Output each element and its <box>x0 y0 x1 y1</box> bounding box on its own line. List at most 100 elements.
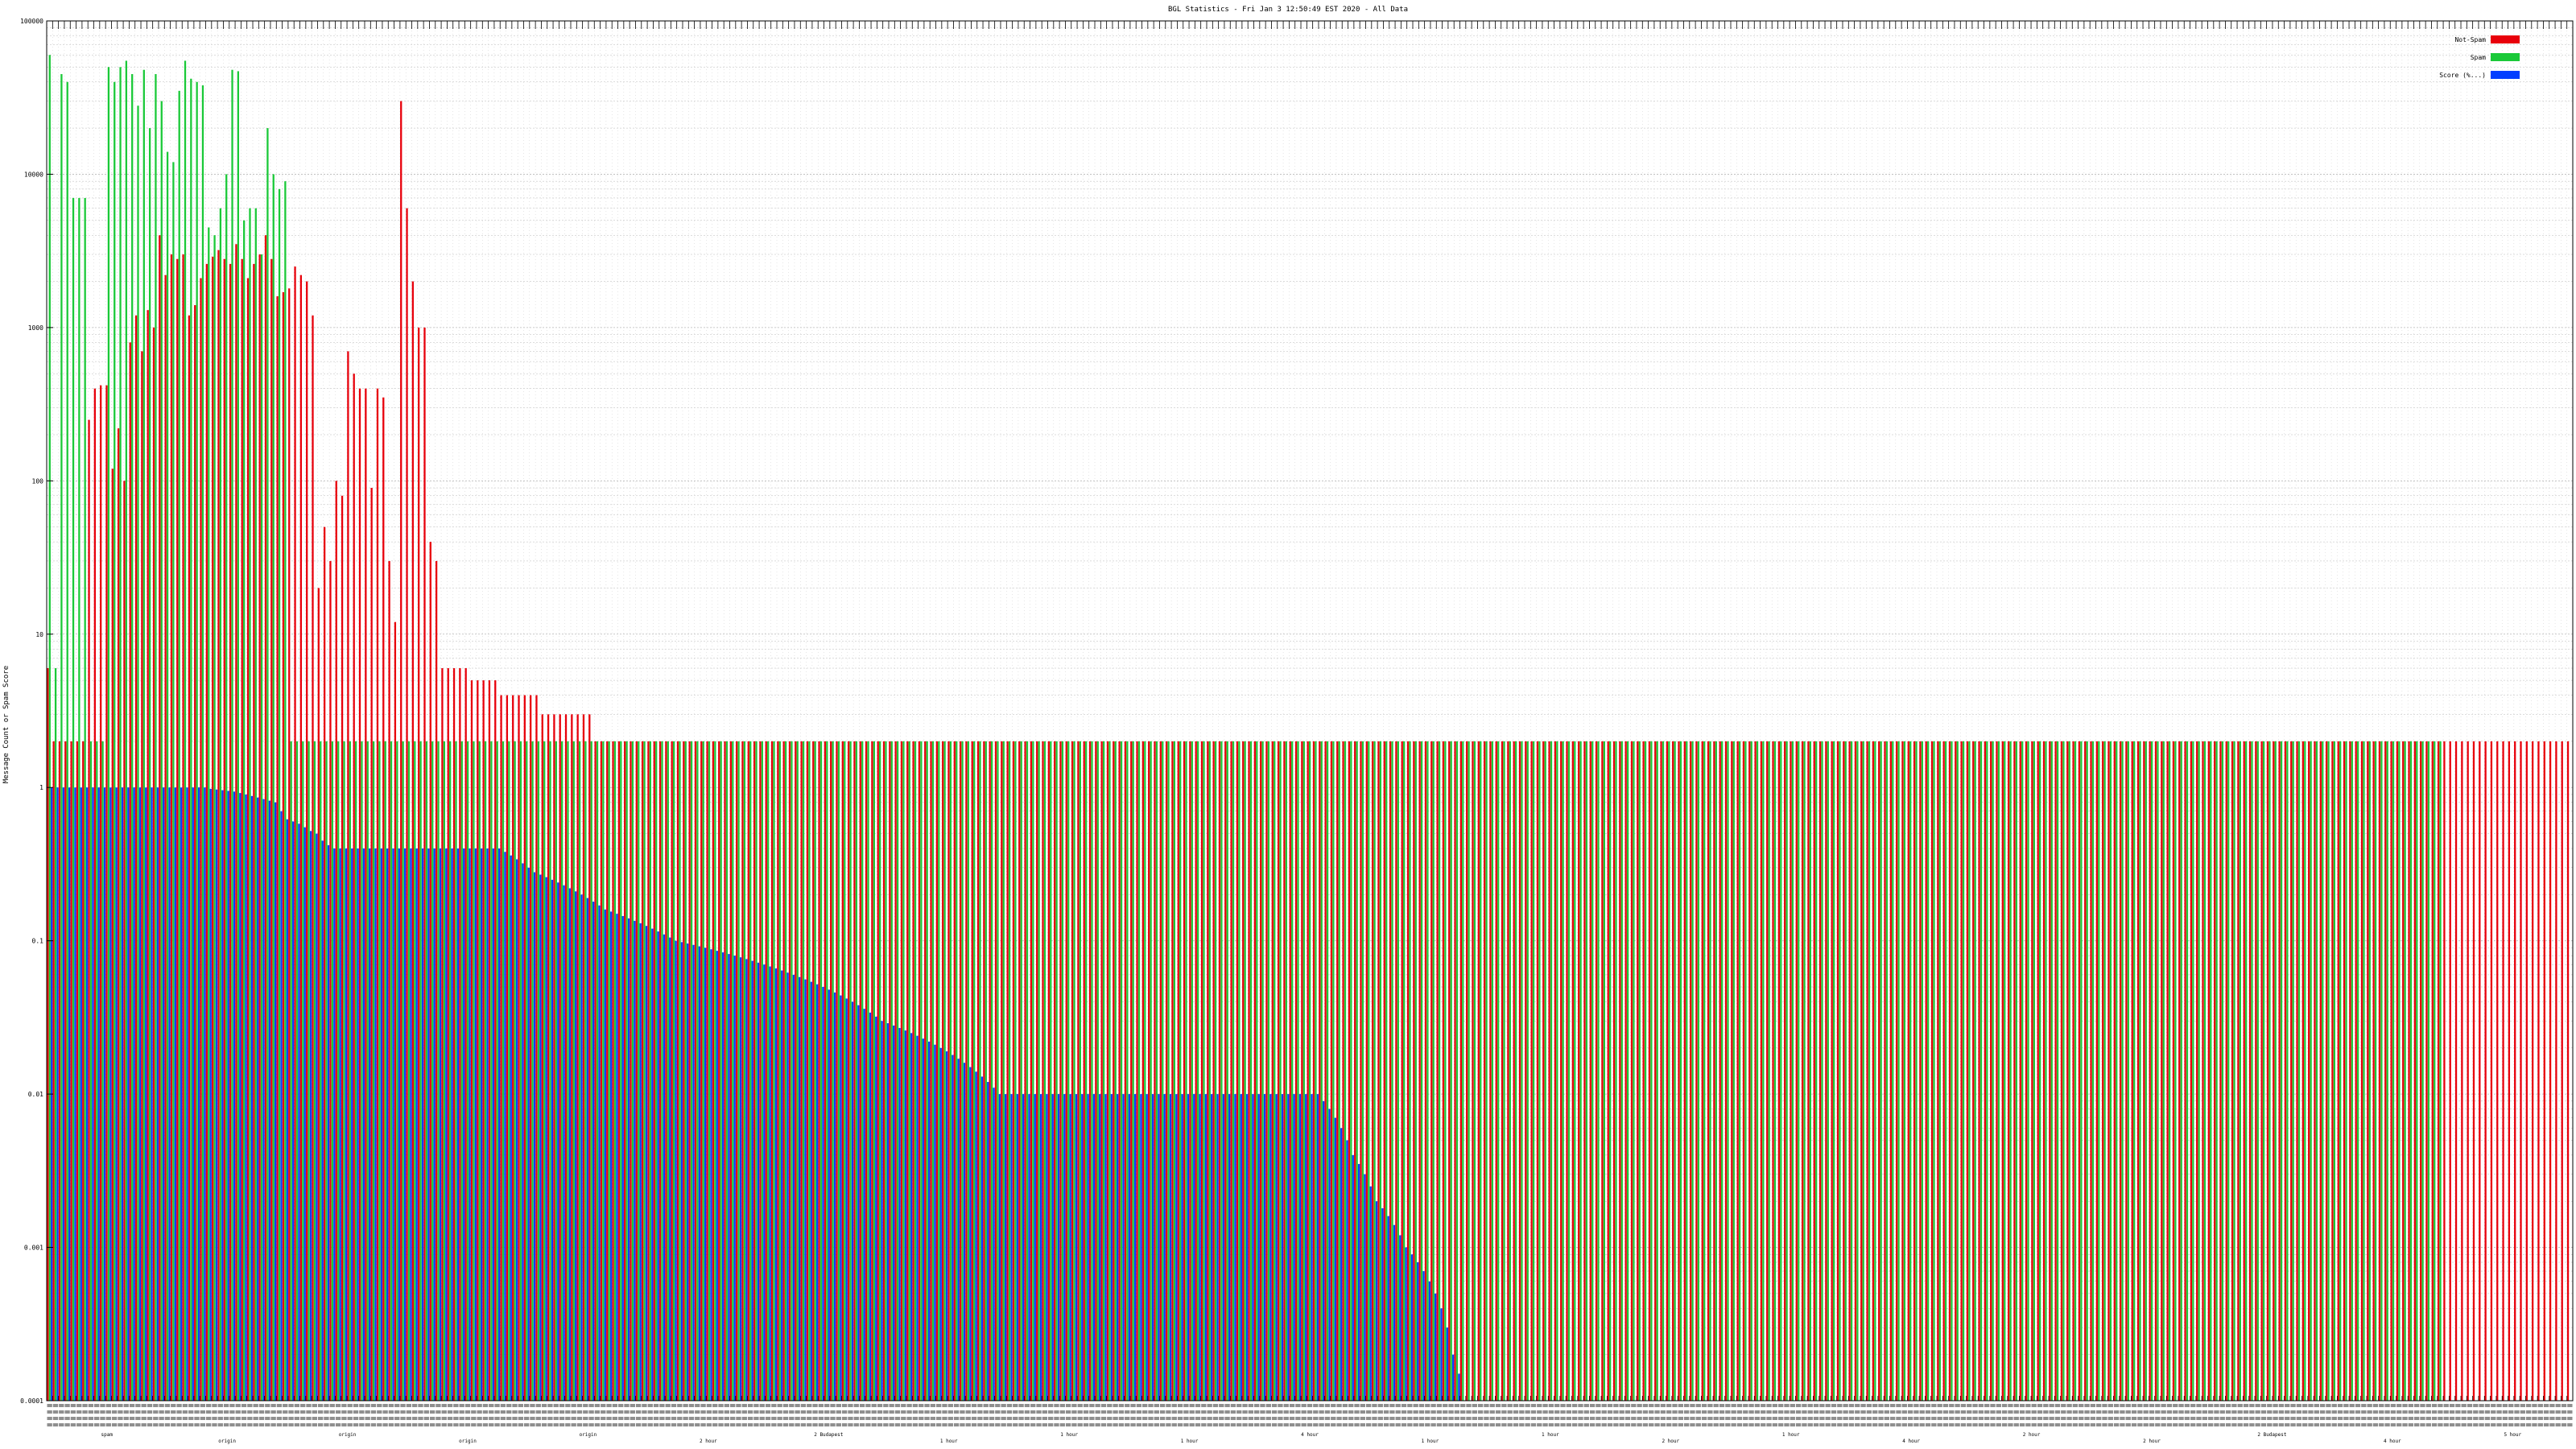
bar-spam <box>384 741 386 1401</box>
x-category-label-strip <box>1837 1410 1843 1414</box>
bar-score- <box>275 802 277 1401</box>
legend-label: Spam <box>2471 54 2486 61</box>
bar-not-spam <box>2143 741 2145 1401</box>
bar-score- <box>1340 1128 1343 1401</box>
bar-score- <box>1211 1094 1213 1401</box>
x-category-label-strip <box>1660 1423 1666 1426</box>
x-category-label-strip <box>2296 1423 2302 1426</box>
x-category-label-strip <box>2079 1417 2084 1420</box>
x-category-label-strip <box>1695 1417 1701 1420</box>
x-category-label-strip <box>118 1417 123 1420</box>
bar-not-spam <box>512 695 514 1401</box>
x-category-label-strip <box>2231 1423 2237 1426</box>
x-category-label-strip <box>200 1423 205 1426</box>
x-category-label-strip <box>1354 1404 1360 1407</box>
bar-not-spam <box>706 741 708 1401</box>
x-category-label-strip <box>2402 1423 2408 1426</box>
x-category-label-strip <box>1219 1404 1224 1407</box>
bar-spam <box>1249 741 1253 1401</box>
x-category-label-strip <box>105 1417 111 1420</box>
bar-not-spam <box>388 560 390 1402</box>
bar-score- <box>522 863 524 1401</box>
bar-not-spam <box>930 741 932 1401</box>
x-category-label-strip <box>624 1410 630 1414</box>
x-category-label-strip <box>2461 1417 2467 1420</box>
x-category-label-strip <box>123 1404 129 1407</box>
bar-not-spam <box>2031 741 2033 1401</box>
x-category-label-strip <box>1736 1410 1743 1414</box>
bar-score- <box>1087 1094 1089 1401</box>
x-category-label-strip <box>2155 1404 2161 1407</box>
x-category-label-strip <box>1195 1423 1201 1426</box>
x-category-label-strip <box>1018 1404 1024 1407</box>
x-category-label-strip <box>1560 1410 1566 1414</box>
bar-not-spam <box>1095 741 1097 1401</box>
bar-not-spam <box>1006 741 1009 1401</box>
x-category-label-strip <box>889 1404 894 1407</box>
x-category-label-strip <box>630 1417 635 1420</box>
bar-spam <box>1326 741 1329 1401</box>
bar-score- <box>351 848 353 1401</box>
x-category-label-strip <box>317 1410 324 1414</box>
bar-score- <box>1364 1174 1366 1401</box>
x-category-label-strip <box>300 1410 306 1414</box>
x-category-label-strip <box>2331 1410 2337 1414</box>
x-category-label-strip <box>2555 1423 2561 1426</box>
x-category-label-strip <box>1913 1404 1919 1407</box>
x-category-label-strip <box>1372 1404 1377 1407</box>
x-category-label-strip <box>588 1423 594 1426</box>
bar-spam <box>1403 741 1406 1401</box>
bar-not-spam <box>641 741 644 1401</box>
x-category-label-strip <box>388 1417 394 1420</box>
x-category-label-strip <box>1901 1417 1907 1420</box>
bar-not-spam <box>2384 741 2387 1401</box>
x-category-label-strip <box>1772 1404 1778 1407</box>
x-category-label-strip <box>1937 1410 1942 1414</box>
bar-spam <box>2233 741 2235 1401</box>
x-category-label-strip <box>324 1410 329 1414</box>
x-category-label-strip <box>2260 1417 2267 1420</box>
bar-not-spam <box>836 741 838 1401</box>
x-category-label-strip <box>2243 1410 2249 1414</box>
x-category-label-strip <box>2219 1410 2225 1414</box>
x-category-label-strip <box>2037 1410 2043 1414</box>
x-category-label-strip <box>1967 1423 1972 1426</box>
bar-not-spam <box>282 292 285 1401</box>
x-category-label-strip <box>317 1404 324 1407</box>
bar-not-spam <box>1848 741 1851 1401</box>
x-category-label-strip <box>2079 1404 2084 1407</box>
x-category-label-strip <box>353 1417 359 1420</box>
bar-spam <box>602 741 605 1401</box>
bar-not-spam <box>241 258 243 1402</box>
x-category-label-strip <box>235 1423 241 1426</box>
x-category-label-strip <box>412 1423 418 1426</box>
x-category-label-strip <box>47 1423 52 1426</box>
x-category-label-strip <box>1018 1410 1024 1414</box>
bar-score- <box>109 787 112 1401</box>
x-category-label-strip <box>2178 1417 2184 1420</box>
x-category-label-strip <box>830 1410 836 1414</box>
x-category-label-strip <box>583 1423 588 1426</box>
legend-label: Not-Spam <box>2454 36 2486 43</box>
x-category-label-strip <box>324 1423 329 1426</box>
x-category-label-strip <box>1118 1423 1125 1426</box>
x-category-label-strip <box>2314 1423 2319 1426</box>
bar-spam <box>1850 741 1853 1401</box>
x-category-label-strip <box>1484 1410 1489 1414</box>
x-category-label-strip <box>2090 1417 2096 1420</box>
bar-spam <box>208 227 210 1402</box>
x-category-label-strip <box>1990 1417 1996 1420</box>
bar-spam <box>990 741 993 1401</box>
x-category-label-strip <box>265 1410 270 1414</box>
bar-not-spam <box>459 668 461 1401</box>
x-category-label-strip <box>1154 1417 1159 1420</box>
x-category-label-strip <box>2149 1417 2155 1420</box>
x-category-label-strip <box>830 1404 836 1407</box>
x-category-label-strip <box>1860 1423 1866 1426</box>
bar-score- <box>963 1063 966 1401</box>
bar-not-spam <box>1831 741 1833 1401</box>
bar-not-spam <box>253 263 255 1402</box>
x-category-label-strip <box>1596 1423 1601 1426</box>
x-category-label-strip <box>741 1417 747 1420</box>
x-category-label-strip <box>1389 1417 1395 1420</box>
